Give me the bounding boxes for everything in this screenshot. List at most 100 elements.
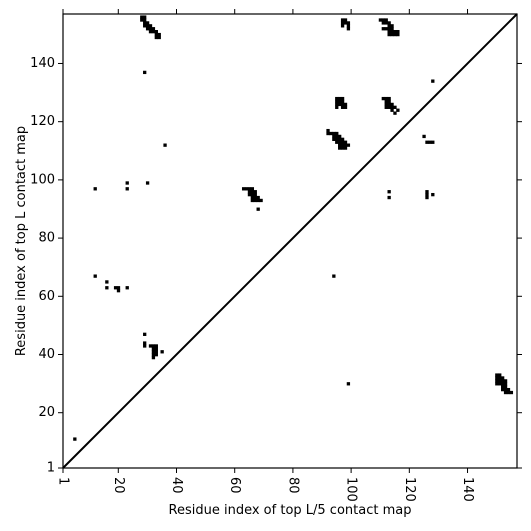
contact-cell-top-l [384, 105, 388, 109]
contact-cell-top-l [387, 105, 391, 109]
contact-cell-top-l [151, 30, 156, 34]
contact-cell-top-l [116, 289, 121, 293]
y-tick-label: 1 [47, 461, 55, 476]
contact-cell-top-l [422, 134, 426, 139]
contact-cell-top-l [346, 21, 351, 25]
contact-cell-top-l [335, 105, 339, 109]
contact-cell-top-l [387, 24, 391, 28]
contact-cell-top-l [384, 99, 388, 104]
contact-cell-top-l [381, 96, 385, 101]
contact-cell-top-l [332, 131, 336, 136]
contact-cell-top-l [346, 382, 351, 386]
contact-cell-top-l [125, 286, 129, 290]
contact-cell-top-l [343, 143, 348, 147]
contact-cell-top-l [393, 111, 397, 115]
x-tick-label: 1 [56, 477, 71, 485]
contact-cell-top-l5 [495, 379, 499, 383]
contact-cell-top-l [338, 99, 342, 104]
contact-cell-top-l [390, 30, 394, 34]
contact-cell-top-l [256, 207, 260, 211]
contact-cell-top-l [151, 353, 156, 357]
x-tick-label: 80 [285, 477, 300, 494]
contact-cell-top-l [154, 353, 158, 357]
contact-cell-top-l [340, 24, 345, 28]
contact-cell-top-l [340, 146, 345, 150]
x-tick-label: 60 [227, 477, 242, 494]
contact-cell-top-l [329, 131, 333, 136]
contact-cell-top-l5 [500, 382, 505, 386]
diagonal-line [62, 13, 518, 469]
contact-cell-top-l5 [495, 382, 499, 386]
contact-cell-top-l [145, 24, 150, 28]
contact-cell-top-l [335, 131, 339, 136]
y-axis-label: Residue index of top L contact map [14, 126, 29, 356]
contact-cell-top-l [145, 27, 150, 31]
contact-cell-top-l [125, 187, 129, 191]
contact-cell-top-l [154, 347, 158, 351]
contact-cell-top-l [253, 195, 257, 200]
contact-cell-top-l [332, 134, 336, 139]
contact-cell-top-l [346, 24, 351, 28]
contact-cell-top-l [143, 341, 147, 345]
contact-cell-top-l [428, 140, 432, 144]
contact-cell-top-l5 [503, 390, 508, 395]
contact-cell-top-l5 [498, 379, 502, 383]
contact-cell-top-l [151, 27, 156, 31]
contact-cell-top-l [431, 140, 435, 144]
contact-cell-top-l [247, 192, 252, 197]
contact-cell-top-l [340, 21, 345, 25]
contact-cell-top-l [163, 143, 167, 147]
contact-cell-top-l [335, 99, 339, 104]
x-tick-label: 120 [402, 477, 417, 502]
x-tick-label: 20 [111, 477, 126, 494]
contact-cell-top-l [250, 190, 255, 194]
contact-cell-top-l [343, 18, 348, 22]
plot-frame [62, 13, 518, 469]
contact-cell-top-l [143, 332, 147, 336]
contact-cell-top-l [384, 27, 388, 31]
contact-cell-top-l [346, 143, 351, 147]
contact-cell-top-l [145, 21, 150, 25]
contact-cell-top-l [387, 96, 391, 101]
contact-cell-top-l [343, 105, 348, 109]
contact-cell-top-l5 [498, 376, 502, 380]
contact-cell-top-l [387, 99, 391, 104]
contact-cell-top-l [93, 274, 97, 278]
contact-cell-top-l [384, 21, 388, 25]
contact-cell-top-l [253, 198, 257, 203]
contact-cell-top-l [73, 437, 77, 441]
contact-cell-top-l [393, 30, 397, 34]
contact-cell-top-l [250, 195, 255, 200]
contact-cell-top-l5 [500, 385, 505, 389]
contact-cell-top-l [338, 96, 342, 101]
contact-cell-top-l [338, 134, 342, 139]
contact-cell-top-l [378, 18, 383, 22]
contact-cell-top-l [340, 96, 345, 101]
contact-cell-top-l [143, 18, 147, 22]
y-tick-label: 20 [38, 405, 55, 420]
contact-cell-top-l [343, 140, 348, 144]
contact-cell-top-l [335, 96, 339, 101]
y-tick-label: 80 [38, 231, 55, 246]
contact-cell-top-l [335, 140, 339, 144]
y-tick-label: 100 [30, 172, 55, 187]
contact-cell-top-l [396, 30, 400, 34]
contact-cell-top-l [431, 79, 435, 83]
contact-cell-top-l [154, 344, 158, 348]
contact-cell-top-l5 [503, 382, 508, 386]
contact-cell-top-l [381, 27, 385, 31]
contact-cell-top-l [393, 32, 397, 37]
contact-cell-top-l [381, 21, 385, 25]
contact-cell-top-l [148, 24, 153, 28]
contact-cell-top-l [105, 286, 109, 290]
contact-cell-top-l [390, 24, 394, 28]
contact-cell-top-l [250, 187, 255, 191]
contact-cell-top-l5 [503, 387, 508, 392]
contact-cell-top-l [340, 143, 345, 147]
contact-cell-top-l [154, 30, 158, 34]
x-tick-label: 100 [344, 477, 359, 502]
contact-marks [62, 13, 518, 469]
contact-cell-top-l [387, 21, 391, 25]
contact-cell-top-l [425, 195, 429, 200]
